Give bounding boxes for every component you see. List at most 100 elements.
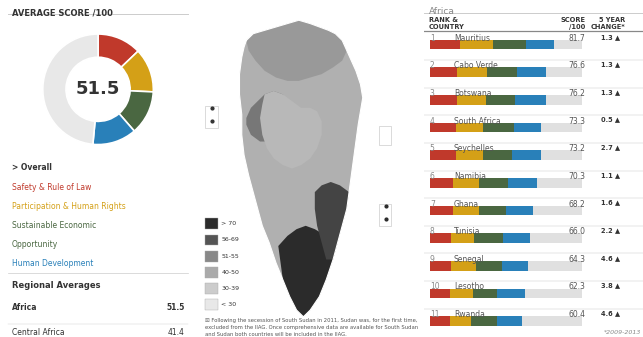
Text: ☒ Following the secession of South Sudan in 2011, Sudan was, for the first time,: ☒ Following the secession of South Sudan… [205, 318, 419, 337]
Text: Cabo Verde: Cabo Verde [454, 61, 498, 70]
Text: 51-55: 51-55 [221, 254, 239, 258]
Bar [430, 206, 453, 215]
Bar [527, 40, 554, 50]
Text: South Africa: South Africa [454, 117, 501, 126]
Bar [476, 261, 502, 271]
Text: > Overall: > Overall [12, 163, 51, 173]
Text: 40-50: 40-50 [221, 270, 239, 275]
Text: Regional Averages: Regional Averages [12, 281, 100, 290]
Text: 73.2: 73.2 [568, 144, 585, 153]
Bar [506, 206, 534, 215]
Bar [449, 316, 471, 326]
Text: 1.3 ▲: 1.3 ▲ [601, 61, 620, 67]
Bar [473, 288, 497, 298]
Text: 4: 4 [430, 117, 435, 126]
Text: 81.7: 81.7 [568, 34, 585, 43]
Text: 1.6 ▲: 1.6 ▲ [601, 200, 620, 206]
FancyBboxPatch shape [205, 106, 218, 128]
Bar [541, 123, 582, 132]
Bar [451, 261, 476, 271]
Bar [546, 95, 582, 105]
Text: 5: 5 [430, 144, 435, 153]
Bar [534, 206, 582, 215]
Text: 76.6: 76.6 [568, 61, 585, 70]
Bar [537, 178, 582, 188]
Text: 7: 7 [430, 200, 435, 209]
Text: 2: 2 [430, 61, 435, 70]
Bar [541, 150, 582, 160]
Text: Tunisia: Tunisia [454, 227, 480, 236]
Bar [430, 123, 456, 132]
Bar [502, 261, 527, 271]
Polygon shape [246, 20, 347, 81]
Text: 3.8 ▲: 3.8 ▲ [601, 282, 620, 288]
Polygon shape [278, 226, 338, 317]
Bar [497, 288, 525, 298]
FancyBboxPatch shape [379, 126, 392, 145]
Bar [497, 316, 521, 326]
Text: 1: 1 [430, 34, 435, 43]
Bar [205, 235, 218, 245]
Text: 51.5: 51.5 [76, 80, 120, 98]
Text: RANK &
COUNTRY: RANK & COUNTRY [429, 17, 465, 30]
Text: Mauritius: Mauritius [454, 34, 490, 43]
Text: Ghana: Ghana [454, 200, 479, 209]
Bar [205, 299, 218, 310]
Wedge shape [98, 34, 138, 67]
Text: Senegal: Senegal [454, 255, 485, 264]
Text: 0.5 ▲: 0.5 ▲ [601, 117, 620, 123]
Text: Participation & Human Rights: Participation & Human Rights [12, 202, 125, 211]
Text: AVERAGE SCORE /100: AVERAGE SCORE /100 [12, 8, 113, 18]
Bar [527, 261, 582, 271]
Text: Opportunity: Opportunity [12, 240, 58, 249]
Text: 68.2: 68.2 [568, 200, 585, 209]
Bar [512, 150, 541, 160]
Text: Rwanda: Rwanda [454, 310, 485, 319]
Polygon shape [260, 91, 322, 168]
Polygon shape [239, 20, 363, 317]
Wedge shape [122, 51, 153, 92]
Polygon shape [315, 182, 349, 259]
Text: 60.4: 60.4 [568, 310, 585, 319]
Text: 2.2 ▲: 2.2 ▲ [601, 227, 620, 233]
Text: 9: 9 [430, 255, 435, 264]
Text: 30-39: 30-39 [221, 286, 239, 291]
Text: Central Africa: Central Africa [12, 328, 64, 337]
Bar [457, 67, 487, 77]
Bar [430, 40, 460, 50]
Text: 10: 10 [430, 282, 439, 292]
Bar [515, 95, 546, 105]
Bar [453, 206, 478, 215]
Bar [430, 233, 451, 243]
Bar [205, 251, 218, 262]
Bar [487, 67, 517, 77]
Bar [430, 95, 457, 105]
Bar [456, 123, 484, 132]
Bar [547, 67, 582, 77]
Bar [530, 233, 582, 243]
Text: 51.5: 51.5 [166, 303, 185, 312]
Text: SCORE
/100: SCORE /100 [560, 17, 585, 30]
Text: Africa: Africa [429, 7, 455, 16]
Text: 56-69: 56-69 [221, 238, 239, 242]
Bar [430, 178, 453, 188]
Bar [503, 233, 530, 243]
Bar [430, 67, 457, 77]
Bar [486, 95, 515, 105]
Bar [471, 316, 497, 326]
Wedge shape [119, 91, 153, 131]
Text: 66.0: 66.0 [568, 227, 585, 236]
Text: 1.1 ▲: 1.1 ▲ [601, 172, 620, 178]
Text: Africa: Africa [12, 303, 37, 312]
Bar [430, 261, 451, 271]
Text: Botswana: Botswana [454, 89, 491, 98]
Text: < 30: < 30 [221, 302, 237, 307]
Bar [554, 40, 582, 50]
Text: Namibia: Namibia [454, 172, 486, 181]
Bar [457, 95, 486, 105]
Bar [525, 288, 582, 298]
Bar [205, 283, 218, 294]
Bar [205, 218, 218, 229]
Text: 6: 6 [430, 172, 435, 181]
Bar [474, 233, 503, 243]
